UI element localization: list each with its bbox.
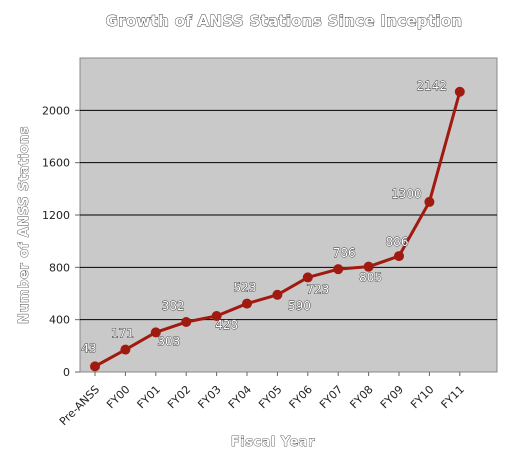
- y-tick-label: 800: [49, 261, 70, 274]
- data-point: [394, 251, 404, 262]
- y-tick-label: 2000: [42, 104, 70, 117]
- data-point: [150, 327, 161, 338]
- y-tick-label: 1200: [42, 209, 70, 222]
- data-label: 805: [359, 271, 382, 285]
- x-tick-label: FY07: [317, 383, 345, 411]
- data-point: [333, 264, 344, 275]
- data-point: [211, 311, 222, 322]
- data-point: [272, 289, 283, 300]
- x-tick-label: FY00: [104, 383, 132, 411]
- data-label: 2142: [417, 79, 448, 93]
- data-label: 523: [234, 281, 257, 295]
- x-axis-title: Fiscal Year: [231, 435, 315, 450]
- x-tick-label: FY05: [256, 383, 284, 411]
- data-label: 43: [81, 341, 96, 355]
- x-tick-label: FY03: [195, 383, 223, 411]
- data-label: 428: [215, 318, 238, 332]
- data-point: [120, 344, 131, 355]
- data-point: [363, 261, 374, 272]
- data-point: [90, 361, 100, 372]
- x-tick-label: FY11: [439, 383, 467, 411]
- y-axis-title: Number of ANSS Stations: [17, 126, 32, 324]
- data-label: 723: [306, 282, 329, 296]
- x-axis-ticks: Pre-ANSS FY00 FY01 FY02 FY03 FY04 FY05 FY06 FY07…: [57, 372, 467, 428]
- y-tick-label: 0: [63, 366, 70, 379]
- data-label: 886: [386, 235, 409, 249]
- x-tick-label: FY02: [165, 383, 193, 411]
- data-label: 382: [162, 299, 185, 313]
- gridlines: [80, 109, 497, 321]
- y-tick-label: 1600: [42, 157, 70, 170]
- data-label: 786: [333, 246, 356, 260]
- x-tick-label: FY04: [226, 383, 254, 411]
- data-label: 590: [288, 299, 311, 313]
- x-tick-label: Pre-ANSS: [57, 383, 102, 428]
- data-label: 303: [157, 334, 180, 348]
- data-point: [181, 317, 192, 328]
- x-tick-label: FY09: [378, 383, 406, 411]
- x-tick-label: FY01: [135, 383, 163, 411]
- x-tick-label: FY08: [347, 383, 375, 411]
- data-label: 1300: [391, 187, 422, 201]
- data-point: [424, 196, 435, 207]
- chart-title: Growth of ANSS Stations Since Inception: [106, 12, 463, 30]
- data-points: [90, 86, 465, 372]
- y-tick-label: 400: [49, 314, 70, 327]
- data-point: [302, 272, 313, 283]
- data-point: [242, 298, 252, 309]
- data-point: [454, 86, 465, 97]
- x-tick-label: FY10: [408, 383, 436, 411]
- y-axis-ticks: 0 400 800 1200 1600 2000: [42, 104, 80, 379]
- x-tick-label: FY06: [287, 383, 315, 411]
- data-label: 171: [111, 327, 134, 341]
